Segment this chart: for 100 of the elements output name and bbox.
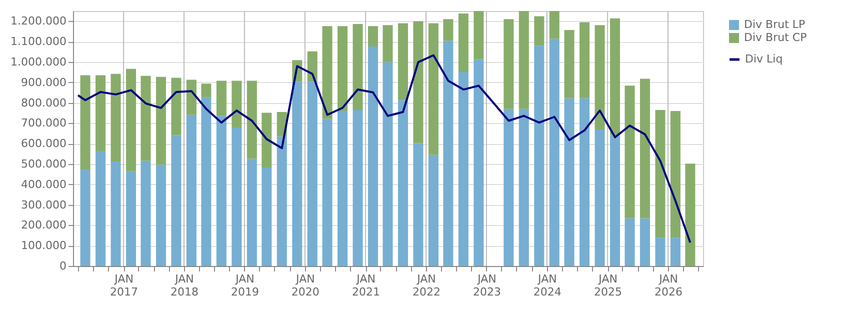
x-tick-label: JAN 2023 bbox=[472, 272, 501, 298]
bar bbox=[685, 164, 696, 266]
bar bbox=[307, 82, 318, 266]
x-tick-label: JAN 2017 bbox=[110, 272, 138, 298]
y-tick-label: 700.000 bbox=[21, 116, 66, 130]
bar bbox=[96, 75, 106, 151]
y-tick-label: 300.000 bbox=[21, 198, 66, 212]
legend-label: Div Brut LP bbox=[744, 18, 806, 31]
bar bbox=[640, 218, 650, 266]
bar bbox=[443, 19, 454, 41]
bar bbox=[276, 136, 287, 266]
bar bbox=[518, 108, 529, 266]
bar bbox=[382, 62, 393, 266]
bar bbox=[201, 97, 212, 266]
bar bbox=[443, 40, 454, 266]
x-tick-label: JAN 2024 bbox=[533, 272, 562, 298]
bar bbox=[126, 171, 136, 266]
y-tick-label: 1.000.000 bbox=[10, 56, 66, 68]
bar bbox=[110, 162, 121, 266]
x-tick-label: JAN 2025 bbox=[594, 272, 622, 298]
bar bbox=[518, 11, 529, 109]
bar bbox=[352, 110, 363, 266]
bar bbox=[156, 76, 166, 165]
bar bbox=[398, 23, 408, 100]
bar bbox=[216, 116, 226, 266]
bar bbox=[80, 170, 90, 266]
y-tick-label: 900.000 bbox=[21, 76, 66, 89]
bar bbox=[670, 110, 680, 238]
bar bbox=[186, 80, 196, 115]
bar bbox=[504, 108, 514, 266]
bar bbox=[322, 118, 332, 266]
bar bbox=[246, 80, 257, 159]
bar bbox=[201, 84, 212, 98]
bar bbox=[80, 75, 90, 170]
x-tick-label: JAN 2018 bbox=[170, 272, 199, 298]
bar bbox=[171, 78, 182, 136]
bar bbox=[262, 112, 272, 168]
bar bbox=[216, 80, 226, 116]
y-tick-label: 400.000 bbox=[21, 178, 66, 191]
y-tick-label: 1.100.000 bbox=[10, 35, 66, 48]
bar bbox=[171, 135, 182, 266]
x-tick-label: JAN 2019 bbox=[230, 272, 259, 298]
bar bbox=[368, 26, 378, 46]
bar bbox=[458, 13, 468, 72]
legend-label: Div Liq bbox=[745, 52, 783, 66]
bar bbox=[610, 135, 620, 266]
bar bbox=[428, 154, 438, 266]
y-tick-label: 600.000 bbox=[21, 137, 66, 150]
x-tick-label: JAN 2020 bbox=[291, 272, 320, 298]
bar bbox=[96, 150, 106, 266]
bar bbox=[428, 23, 438, 155]
y-tick-label: 800.000 bbox=[21, 96, 66, 110]
bar bbox=[549, 38, 560, 266]
bar bbox=[610, 18, 620, 136]
bar bbox=[186, 114, 196, 266]
bar bbox=[534, 16, 544, 46]
bar bbox=[156, 164, 166, 266]
bar bbox=[352, 24, 363, 110]
bar bbox=[474, 11, 484, 60]
bar bbox=[398, 100, 408, 266]
y-tick-label: 500.000 bbox=[21, 158, 66, 170]
bar bbox=[504, 19, 514, 109]
bar bbox=[655, 238, 666, 266]
bar bbox=[110, 74, 121, 162]
bar bbox=[594, 130, 605, 266]
bar bbox=[232, 80, 242, 128]
y-tick-label: 0 bbox=[60, 260, 66, 272]
bar bbox=[564, 98, 574, 266]
bar bbox=[413, 21, 424, 144]
bar bbox=[564, 30, 574, 98]
bar bbox=[670, 238, 680, 266]
bar bbox=[624, 86, 635, 218]
bar bbox=[126, 68, 136, 172]
x-tick-label: JAN 2026 bbox=[654, 272, 683, 298]
bar bbox=[140, 160, 151, 266]
x-tick-label: JAN 2022 bbox=[412, 272, 441, 298]
bar bbox=[655, 110, 666, 238]
bar bbox=[413, 143, 424, 266]
bar bbox=[594, 25, 605, 130]
legend-label: Div Brut CP bbox=[744, 31, 808, 44]
bar bbox=[368, 46, 378, 266]
bar bbox=[549, 11, 560, 39]
bar bbox=[534, 46, 544, 266]
bar bbox=[140, 76, 151, 161]
bar bbox=[580, 22, 590, 98]
bar bbox=[474, 59, 484, 266]
x-tick-label: JAN 2021 bbox=[352, 272, 380, 298]
bar bbox=[458, 72, 468, 266]
y-tick-label: 100.000 bbox=[21, 239, 66, 252]
bar bbox=[624, 218, 635, 266]
bar bbox=[262, 167, 272, 266]
bar bbox=[246, 158, 257, 266]
bar bbox=[338, 110, 348, 266]
bar bbox=[382, 25, 393, 62]
bar bbox=[640, 78, 650, 218]
bar bbox=[292, 82, 302, 266]
bar bbox=[580, 98, 590, 266]
line-series bbox=[77, 54, 692, 244]
bar bbox=[322, 26, 332, 119]
bar bbox=[232, 127, 242, 266]
